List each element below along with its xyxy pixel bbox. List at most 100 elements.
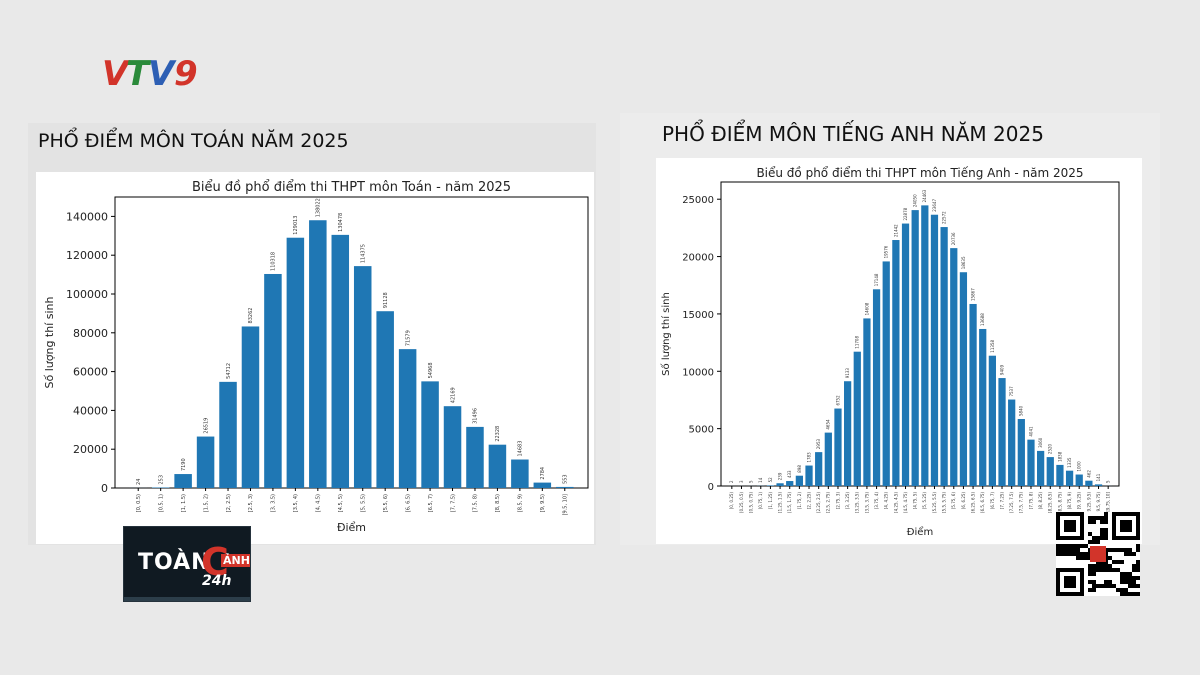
x-tick-label: [0.5, 1) <box>158 494 164 512</box>
bar <box>815 452 823 486</box>
qr-module <box>1064 544 1068 548</box>
qr-module <box>1088 540 1092 544</box>
x-tick-label: [8.5, 9) <box>518 494 524 512</box>
math-chart-svg: Biểu đồ phổ điểm thi THPT môn Toán - năm… <box>43 180 589 534</box>
x-tick-label: [7, 7.5) <box>450 494 456 512</box>
x-tick-label: [6, 6.25) <box>961 492 966 510</box>
qr-module <box>1136 592 1140 596</box>
bar <box>1094 484 1103 486</box>
y-tick-label: 140000 <box>66 210 108 223</box>
qr-module <box>1136 544 1140 548</box>
qr-module <box>1124 572 1128 576</box>
bar <box>331 234 350 488</box>
y-tick-label: 0 <box>101 482 108 495</box>
qr-module <box>1116 568 1120 572</box>
qr-module <box>1076 552 1080 556</box>
y-tick-label: 15000 <box>682 310 714 321</box>
x-tick-label: [7.5, 8) <box>473 494 479 512</box>
bar-value-label: 9133 <box>845 368 850 379</box>
x-tick-label: [8.25, 8.5) <box>1048 492 1053 513</box>
bar-value-label: 5 <box>749 480 754 483</box>
qr-module <box>1116 588 1120 592</box>
x-tick-label: [6.25, 6.5) <box>970 492 975 513</box>
qr-module <box>1124 576 1128 580</box>
qr-module <box>1104 564 1108 568</box>
bar <box>776 483 784 486</box>
qr-module <box>1128 552 1132 556</box>
qr-module <box>1080 544 1084 548</box>
qr-module <box>1124 592 1128 596</box>
qr-module <box>1108 564 1112 568</box>
plot-frame <box>114 196 589 489</box>
x-tick-label: [5.5, 6) <box>383 494 389 512</box>
bar <box>853 351 861 486</box>
bar-value-label: 1783 <box>806 452 811 463</box>
qr-module <box>1096 564 1100 568</box>
bar <box>950 248 958 486</box>
qr-module <box>1104 536 1108 540</box>
bar <box>443 406 462 488</box>
bar <box>872 289 881 486</box>
bar <box>1075 474 1083 486</box>
x-tick-label: [0.25, 0.5) <box>739 492 744 513</box>
qr-module <box>1092 572 1096 576</box>
x-tick-label: [1.75, 2) <box>797 492 802 510</box>
qr-module <box>1100 568 1104 572</box>
qr-module <box>1096 516 1100 520</box>
x-tick-label: [1.25, 1.5) <box>777 492 782 513</box>
y-tick-label: 20000 <box>73 443 108 456</box>
qr-module <box>1132 552 1136 556</box>
bar-value-label: 31496 <box>473 408 479 424</box>
plot-frame <box>720 181 1120 487</box>
qr-module <box>1056 552 1060 556</box>
qr-finder-core <box>1064 520 1076 532</box>
math-heading: PHỔ ĐIỂM MÔN TOÁN NĂM 2025 <box>38 130 349 152</box>
bar-value-label: 239 <box>777 472 782 480</box>
bar-value-label: 141 <box>1096 473 1101 481</box>
qr-module <box>1100 528 1104 532</box>
bar-value-label: 7537 <box>1009 386 1014 397</box>
bar-value-label: 18635 <box>961 256 966 269</box>
qr-module <box>1092 536 1096 540</box>
x-tick-label: [7, 7.25) <box>999 492 1004 510</box>
qr-module <box>1136 576 1140 580</box>
bar-value-label: 14 <box>758 477 763 483</box>
qr-module <box>1116 560 1120 564</box>
qr-module <box>1128 580 1132 584</box>
bar <box>398 349 417 488</box>
bar <box>863 318 871 486</box>
x-tick-label: [2.5, 3) <box>248 494 254 512</box>
bar-value-label: 20736 <box>951 232 956 245</box>
x-tick-label: [1.5, 1.75) <box>787 492 792 513</box>
bar-value-label: 14683 <box>518 441 524 457</box>
bar-value-label: 110318 <box>271 252 277 271</box>
qr-module <box>1092 580 1096 584</box>
qr-code-icon <box>1056 512 1140 596</box>
qr-module <box>1060 548 1064 552</box>
english-chart: Biểu đồ phổ điểm thi THPT môn Tiếng Anh … <box>656 158 1142 544</box>
bar-value-label: 7190 <box>181 458 187 471</box>
x-tick-label: [3, 3.5) <box>271 494 277 512</box>
bar-value-label: 91128 <box>383 292 389 308</box>
bar <box>353 266 372 488</box>
bar <box>241 326 260 488</box>
bar-value-label: 23647 <box>932 199 937 212</box>
x-tick-label: [9, 9.5) <box>540 494 546 512</box>
bar-value-label: 1335 <box>1067 457 1072 468</box>
bar-value-label: 13688 <box>980 313 985 326</box>
x-tick-label: [2.75, 3) <box>835 492 840 510</box>
bar-value-label: 2520 <box>1048 443 1053 454</box>
bar-value-label: 4654 <box>826 419 831 430</box>
qr-module <box>1088 520 1092 524</box>
show-badge: TOÀN C ẢNH 24h <box>123 526 251 602</box>
bar <box>1056 464 1064 486</box>
qr-finder-core <box>1120 520 1132 532</box>
qr-module <box>1104 568 1108 572</box>
svg-text:V: V <box>102 54 131 92</box>
qr-module <box>1112 584 1116 588</box>
y-axis-label: Số lượng thí sinh <box>660 292 672 376</box>
qr-module <box>1064 552 1068 556</box>
x-tick-label: [1, 1.25) <box>768 492 773 510</box>
qr-module <box>1120 576 1124 580</box>
bar-value-label: 26519 <box>203 418 209 434</box>
